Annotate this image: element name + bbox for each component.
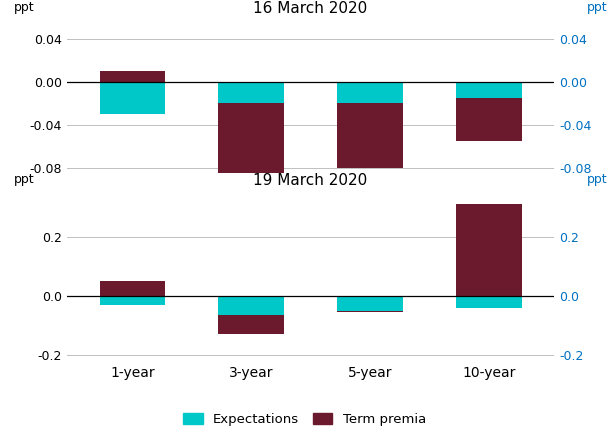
Bar [100,296,165,304]
Title: 16 March 2020: 16 March 2020 [253,1,368,16]
Text: ppt: ppt [13,1,34,14]
Bar [219,296,284,334]
Bar [456,82,521,141]
Bar [456,82,521,98]
Bar [219,296,284,315]
Legend: Expectations, Term premia: Expectations, Term premia [178,407,431,431]
Bar [456,296,521,308]
Text: ppt: ppt [587,173,608,186]
Bar [100,281,165,296]
Text: ppt: ppt [587,1,608,14]
Bar [100,71,165,82]
Bar [337,296,403,312]
Text: ppt: ppt [13,173,34,186]
Bar [219,82,284,173]
Bar [337,82,403,103]
Bar [337,82,403,168]
Bar [219,82,284,103]
Bar [456,204,521,296]
Bar [337,296,403,311]
Title: 19 March 2020: 19 March 2020 [253,173,368,188]
Bar [100,82,165,114]
